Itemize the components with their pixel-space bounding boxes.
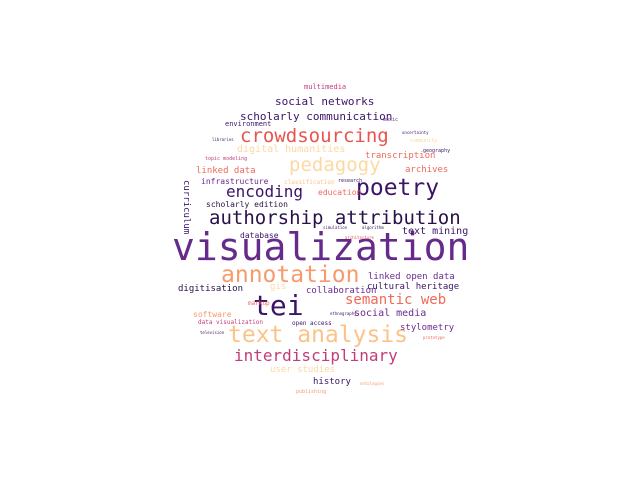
word: cultural heritage xyxy=(367,282,460,292)
word: tei xyxy=(253,289,304,322)
word: open access xyxy=(292,320,332,327)
word: text mining xyxy=(402,226,469,237)
word: libraries xyxy=(212,137,234,142)
word: ontologies xyxy=(360,381,385,386)
word: authorship attribution xyxy=(209,207,461,229)
word: simulation xyxy=(323,225,348,230)
word: scholarly edition xyxy=(206,200,288,209)
word: television xyxy=(200,330,225,335)
word: crowdsourcing xyxy=(240,125,389,147)
word: education xyxy=(318,188,362,197)
word: social media xyxy=(354,308,427,319)
word: curriculum xyxy=(181,180,191,235)
word: scholarly communication xyxy=(240,110,393,123)
word: history xyxy=(313,377,351,387)
word: markup xyxy=(248,300,270,307)
word: interdisciplinary xyxy=(234,346,398,365)
word: digitisation xyxy=(178,284,244,294)
word: linked open data xyxy=(368,272,455,282)
word: text analysis xyxy=(228,322,409,348)
word: architecture xyxy=(345,235,374,240)
word: poetry xyxy=(356,175,440,201)
word: encoding xyxy=(226,182,304,201)
word: annotation xyxy=(221,262,360,288)
word: classification xyxy=(284,179,335,186)
word: publishing xyxy=(296,389,327,395)
word: topic modeling xyxy=(205,156,248,162)
word: community xyxy=(410,138,438,144)
word: uncertainty xyxy=(402,130,429,135)
word: collaboration xyxy=(306,286,377,296)
word: linked data xyxy=(196,166,256,176)
word: algorithm xyxy=(362,225,384,230)
word: infrastructure xyxy=(201,177,269,186)
word: data visualization xyxy=(198,319,264,326)
word: database xyxy=(240,231,279,240)
word: semantic web xyxy=(345,292,447,308)
word: visualization xyxy=(172,225,470,269)
word: ethnography xyxy=(330,311,357,316)
word: archives xyxy=(405,165,449,175)
word: user studies xyxy=(270,365,336,375)
word: gis xyxy=(270,282,287,292)
word: software xyxy=(193,310,232,319)
word: transcription xyxy=(365,151,436,161)
word: pedagogy xyxy=(289,154,381,176)
word: digital humanities xyxy=(237,144,346,155)
word: research xyxy=(338,178,363,184)
word: social networks xyxy=(275,95,375,108)
word: stylometry xyxy=(400,323,455,333)
word: environment xyxy=(225,120,272,128)
word: geography xyxy=(423,148,451,154)
word: music xyxy=(383,117,399,123)
word: multimedia xyxy=(304,83,347,91)
word: prototype xyxy=(423,335,445,340)
